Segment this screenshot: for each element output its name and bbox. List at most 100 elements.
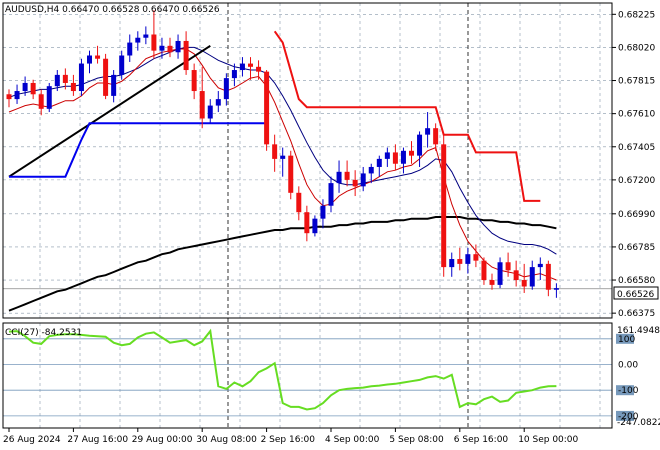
cci-line [8, 328, 557, 411]
price-tick-label: 0.67815 [618, 77, 655, 87]
candle-body [167, 45, 173, 53]
candle-body [553, 288, 559, 290]
candle-body [207, 105, 213, 119]
price-tick-label: 0.68225 [618, 10, 655, 20]
time-tick-label: 2 Sep 16:00 [261, 435, 316, 445]
main-frame [2, 2, 613, 319]
candle-body [264, 71, 270, 145]
candle-body [175, 40, 181, 53]
candle-body [248, 63, 253, 67]
candle-body [87, 55, 92, 64]
candle-body [14, 91, 20, 100]
symbol-header: AUDUSD,H4 0.66470 0.66528 0.66470 0.6652… [5, 5, 220, 15]
candle-body [457, 259, 463, 264]
candle-body [6, 94, 12, 100]
cci-panel [3, 328, 612, 417]
candle-body [296, 192, 302, 213]
cci-max-label: 161.4948 [617, 326, 660, 336]
candle-body [417, 134, 423, 156]
cci-level-label: -200 [618, 412, 639, 422]
ma-mid-line [8, 46, 557, 255]
candle-body [183, 40, 189, 71]
candle-body [344, 171, 350, 180]
candle-body [54, 74, 60, 87]
candle-body [280, 155, 286, 159]
cci-min-label: -247.0822 [617, 418, 660, 428]
ma-fast-line [8, 48, 557, 281]
candle-body [151, 34, 157, 51]
price-tick-label: 0.66785 [618, 243, 655, 253]
candle-body [288, 155, 294, 193]
time-tick-label: 5 Sep 08:00 [389, 435, 444, 445]
candle-body [38, 94, 44, 109]
chart-frames [2, 2, 613, 429]
ma-slow-line [8, 216, 557, 312]
time-tick-label: 26 Aug 2024 [3, 435, 61, 445]
candle-body [320, 205, 326, 219]
candle-body [256, 66, 262, 72]
candle-body [360, 173, 366, 187]
candle-body [497, 262, 503, 285]
candle-body [135, 37, 141, 43]
cci-level-label: -100 [618, 386, 639, 396]
candle-body [328, 183, 334, 206]
candle-body [529, 267, 535, 287]
candle-body [392, 152, 398, 164]
price-tick-label: 0.68020 [618, 43, 655, 53]
candle-body [191, 70, 197, 92]
candle-body [30, 82, 36, 95]
price-tick-label: 0.66580 [618, 276, 655, 286]
candle-body [22, 82, 28, 92]
candle-body [239, 63, 245, 71]
cci-level-box [616, 333, 634, 344]
price-tick-label: 0.67200 [618, 176, 655, 186]
session-separators [227, 3, 469, 428]
candle-body [143, 34, 149, 38]
candle-body [368, 166, 374, 174]
support-step-line [9, 122, 267, 178]
candle-body [481, 260, 487, 281]
candle-body [465, 254, 471, 264]
current-price-box [613, 286, 659, 300]
candle-body [78, 63, 84, 92]
candle-body [489, 280, 495, 285]
candle-body [425, 128, 431, 135]
candle-body [433, 128, 439, 145]
candle-body [537, 263, 543, 268]
price-tick-label: 0.67405 [618, 143, 655, 153]
candle-body [384, 152, 390, 159]
candle-body [103, 58, 109, 96]
current-price-label: 0.66526 [617, 290, 654, 300]
candle-body [304, 212, 310, 234]
candle-body [409, 150, 414, 156]
candle-body [119, 55, 125, 75]
candle-body [223, 78, 229, 100]
candle-body [352, 179, 358, 187]
price-tick-label: 0.67610 [618, 110, 655, 120]
candle-body [111, 74, 117, 96]
candle-body [127, 42, 133, 56]
time-tick-label: 6 Sep 16:00 [454, 435, 509, 445]
candle-body [272, 144, 278, 159]
candle-body [215, 99, 221, 106]
candle-body [400, 150, 406, 164]
time-tick-label: 27 Aug 16:00 [67, 435, 128, 445]
candle-body [545, 263, 551, 290]
cci-level-box [616, 385, 634, 396]
candle-body [95, 55, 101, 59]
time-tick-label: 4 Sep 00:00 [325, 435, 380, 445]
candle-body [231, 70, 237, 79]
cci-level-box [616, 410, 634, 421]
price-tick-label: 0.66990 [618, 210, 655, 220]
time-tick-label: 30 Aug 08:00 [196, 435, 257, 445]
candle-body [312, 218, 318, 234]
candle-body [505, 262, 511, 271]
trendline [8, 44, 211, 178]
candles [6, 10, 559, 298]
candle-body [159, 45, 165, 51]
candle-body [441, 144, 447, 268]
cci-label: CCI(27) -84.2531 [5, 328, 82, 338]
cci-level-label: 100 [618, 335, 635, 345]
candle-body [449, 259, 455, 268]
